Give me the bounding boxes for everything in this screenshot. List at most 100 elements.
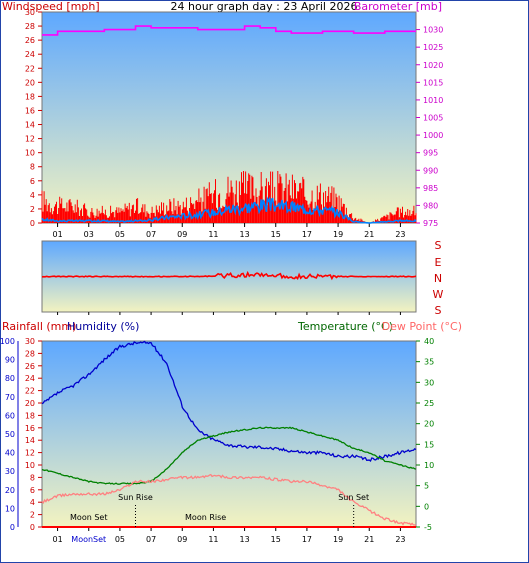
barometer-axis-title: Barometer [mb] [354, 0, 442, 13]
env-xtick-label: 05 [115, 535, 125, 544]
direction-letter-s-bottom: S [435, 304, 442, 317]
wind-average-series [41, 196, 417, 224]
wind-xtick-label: 23 [395, 230, 405, 239]
barometer-ytick-label: 1005 [423, 114, 443, 123]
moonset-label: Moon Set [70, 513, 107, 522]
env-xtick-label: 09 [177, 535, 187, 544]
barometer-ytick-label: 1015 [423, 78, 443, 87]
rain-ytick-label: 18 [25, 411, 35, 420]
wind-ytick-label: 20 [25, 78, 35, 87]
barometer-ytick-label: 990 [423, 166, 438, 175]
wind-xtick-label: 17 [302, 230, 312, 239]
rain-ytick-label: 4 [30, 498, 35, 507]
wind-xtick-label: 05 [115, 230, 125, 239]
barometer-ytick-label: 1030 [423, 26, 443, 35]
wind-xtick-label: 11 [208, 230, 218, 239]
wind-ytick-label: 18 [25, 92, 35, 101]
env-xtick-label: 23 [395, 535, 405, 544]
humidity-ytick-label: 60 [5, 411, 15, 420]
humidity-ytick-label: 20 [5, 486, 15, 495]
rain-ytick-label: 0 [30, 523, 35, 532]
rain-ytick-label: 22 [25, 387, 35, 396]
barometer-ytick-label: 1010 [423, 96, 443, 105]
barometer-ytick-label: 975 [423, 219, 438, 228]
direction-letter-s-top: S [435, 239, 442, 252]
env-xtick-label: 13 [239, 535, 249, 544]
env-xtick-label: 19 [333, 535, 343, 544]
barometer-ytick-label: 985 [423, 184, 438, 193]
wind-axis-title: Windspeed [mph] [2, 0, 100, 13]
dewpoint-axis-title: Dew Point (°C) [382, 320, 462, 333]
barometer-series [42, 25, 416, 36]
wind-ytick-label: 16 [25, 106, 35, 115]
temp-ytick-label: 40 [424, 337, 434, 346]
barometer-ytick-label: 995 [423, 149, 438, 158]
chart-title: 24 hour graph day : 23 April 2026 [171, 0, 358, 13]
env-xtick-label: 11 [208, 535, 218, 544]
wind-xtick-label: 13 [239, 230, 249, 239]
humidity-ytick-label: 40 [5, 449, 15, 458]
wind-ytick-label: 2 [30, 205, 35, 214]
humidity-ytick-label: 100 [0, 337, 15, 346]
wind-ytick-label: 28 [25, 22, 35, 31]
wind-ytick-label: 0 [30, 219, 35, 228]
wind-xtick-label: 07 [146, 230, 156, 239]
direction-letter-w: W [433, 288, 444, 301]
wind-ytick-label: 24 [25, 50, 35, 59]
temp-ytick-label: 10 [424, 461, 434, 470]
humidity-ytick-label: 0 [10, 523, 15, 532]
rain-ytick-label: 10 [25, 461, 35, 470]
rain-ytick-label: 6 [30, 486, 35, 495]
wind-ytick-label: 12 [25, 135, 35, 144]
env-xtick-label: 17 [302, 535, 312, 544]
humidity-axis-title: Humidity (%) [67, 320, 139, 333]
wind-xtick-label: 03 [84, 230, 94, 239]
rain-ytick-label: 26 [25, 362, 35, 371]
temp-ytick-label: 15 [424, 440, 434, 449]
wind-direction-series [41, 270, 417, 281]
temp-ytick-label: 30 [424, 378, 434, 387]
temp-ytick-label: 0 [424, 502, 429, 511]
sunset-label: Sun Set [338, 493, 369, 502]
humidity-ytick-label: 10 [5, 504, 15, 513]
barometer-ytick-label: 980 [423, 201, 438, 210]
direction-letter-n: N [434, 272, 442, 285]
rain-ytick-label: 28 [25, 349, 35, 358]
temperature-axis-title: Temperature (°C) [297, 320, 393, 333]
wind-xtick-label: 19 [333, 230, 343, 239]
dewpoint-series [41, 473, 417, 527]
rain-ytick-label: 2 [30, 511, 35, 520]
temp-ytick-label: 5 [424, 482, 429, 491]
temp-panel [41, 340, 417, 528]
humidity-ytick-label: 80 [5, 374, 15, 383]
wind-xtick-label: 21 [364, 230, 374, 239]
temp-ytick-label: 25 [424, 399, 434, 408]
wind-ytick-label: 26 [25, 36, 35, 45]
humidity-series [41, 340, 417, 463]
rain-ytick-label: 8 [30, 473, 35, 482]
env-xtick-label: 01 [52, 535, 62, 544]
humidity-ytick-label: 70 [5, 393, 15, 402]
wind-ytick-label: 22 [25, 64, 35, 73]
env-xtick-label: 15 [271, 535, 281, 544]
wind-ytick-label: 4 [30, 191, 35, 200]
wind-ytick-label: 30 [25, 8, 35, 17]
rain-ytick-label: 30 [25, 337, 35, 346]
barometer-ytick-label: 1020 [423, 61, 443, 70]
rain-ytick-label: 24 [25, 374, 35, 383]
barometer-ytick-label: 1025 [423, 43, 443, 52]
moonrise-label: Moon Rise [185, 513, 226, 522]
humidity-ytick-label: 30 [5, 467, 15, 476]
wind-ytick-label: 8 [30, 163, 35, 172]
env-xtick-label: 07 [146, 535, 156, 544]
wind-xtick-label: 01 [52, 230, 62, 239]
wind-panel [41, 11, 417, 224]
temp-ytick-label: 35 [424, 358, 434, 367]
wind-xtick-label: 09 [177, 230, 187, 239]
wind-ytick-label: 14 [25, 121, 35, 130]
wind-ytick-label: 6 [30, 177, 35, 186]
temperature-series [41, 426, 417, 485]
temp-ytick-label: -5 [424, 523, 432, 532]
